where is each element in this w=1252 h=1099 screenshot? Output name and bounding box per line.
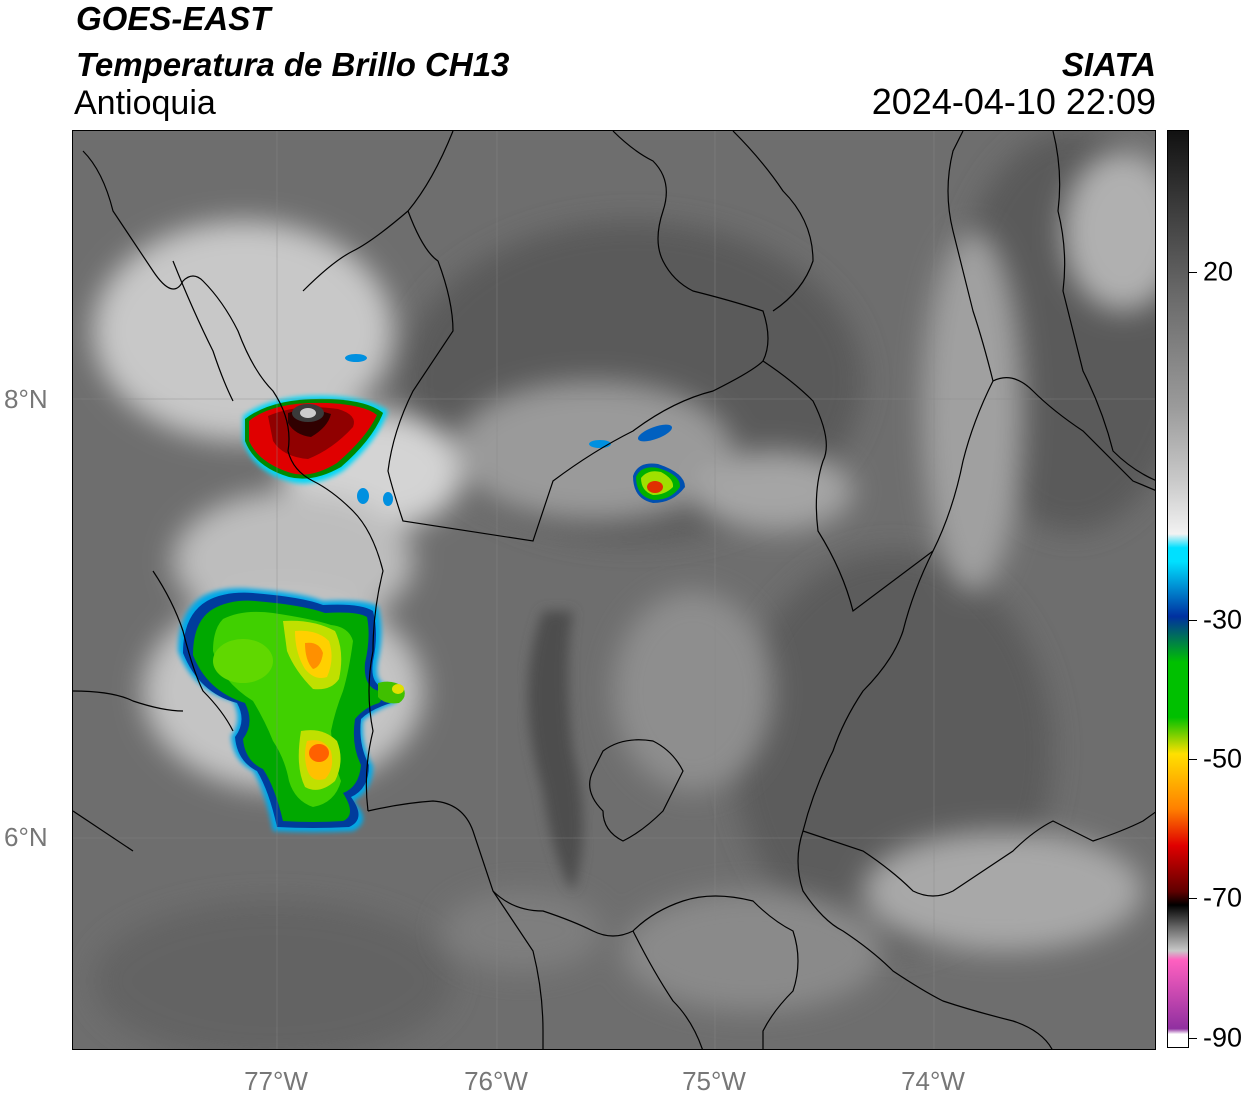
lon-label-74w: 74°W [901, 1066, 965, 1096]
lon-label-75w: 75°W [682, 1066, 746, 1096]
colorbar-label-minus30: -30 [1203, 604, 1243, 635]
timestamp-label: 2024-04-10 22:09 [871, 81, 1156, 122]
colorbar-tick [1189, 898, 1197, 899]
lat-label-6n: 6°N [4, 822, 48, 852]
lon-label-77w: 77°W [244, 1066, 308, 1096]
colorbar-tick [1189, 272, 1197, 273]
colorbar-tick [1189, 1038, 1197, 1039]
political-boundaries [73, 131, 1155, 1049]
colorbar-label-20: 20 [1203, 256, 1234, 287]
organization-label: SIATA [1061, 46, 1156, 83]
storm-north [243, 395, 388, 484]
colorbar-label-minus50: -50 [1203, 743, 1243, 774]
map-canvas [73, 131, 1155, 1049]
colorbar-label-minus90: -90 [1203, 1022, 1243, 1053]
lat-label-8n: 8°N [4, 384, 48, 414]
colorbar-tick [1189, 759, 1197, 760]
region-subtitle: Antioquia [74, 84, 216, 122]
colorbar-label-minus70: -70 [1203, 882, 1243, 913]
lon-label-76w: 76°W [464, 1066, 528, 1096]
product-title: Temperatura de Brillo CH13 [76, 46, 510, 83]
storm-south [178, 588, 405, 832]
satellite-map [72, 130, 1156, 1050]
valley-shadow [528, 611, 583, 891]
colorbar-tick [1189, 620, 1197, 621]
satellite-title: GOES-EAST [76, 0, 271, 37]
storm-east [633, 463, 685, 503]
graticule [73, 131, 1155, 1049]
temperature-colorbar [1167, 130, 1189, 1048]
